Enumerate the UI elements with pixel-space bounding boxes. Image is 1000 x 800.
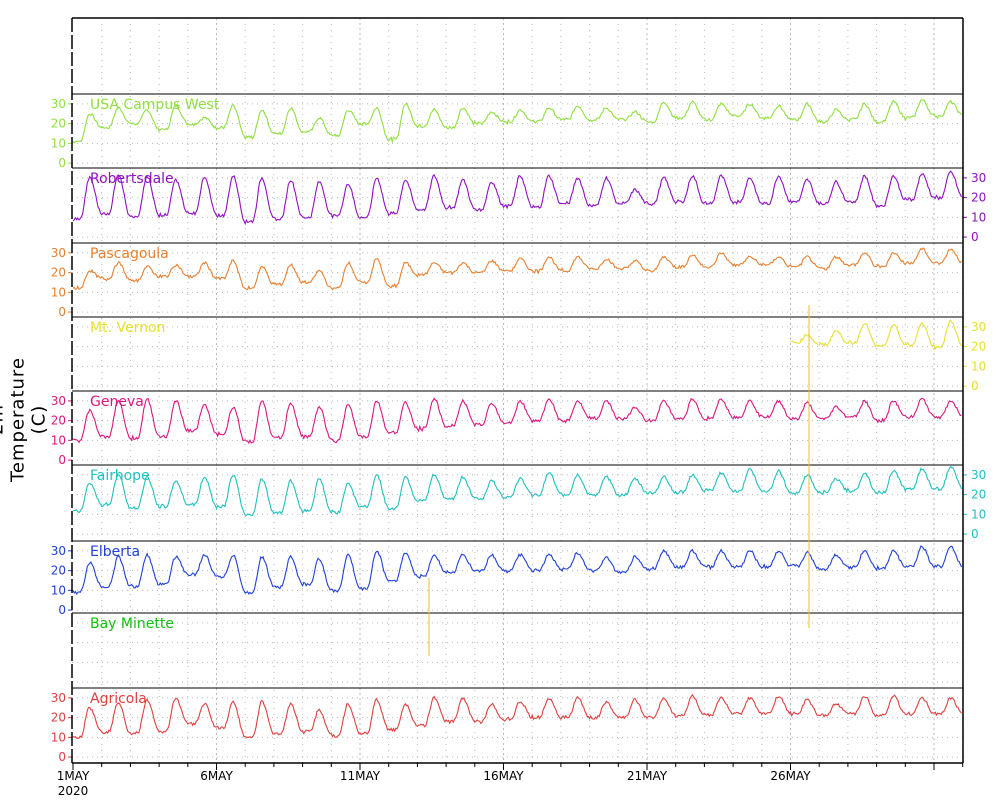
series-label: Mt. Vernon <box>90 320 165 336</box>
y-tick-label: 20 <box>971 488 986 502</box>
y-tick-label: 0 <box>971 379 979 393</box>
y-tick-label: 30 <box>971 468 986 482</box>
panel-1: 0 10 20 30 Robertsdale <box>72 167 986 244</box>
spikes <box>428 305 810 656</box>
y-tick-label: 10 <box>51 285 66 299</box>
y-tick-label: 10 <box>971 507 986 521</box>
panel-3: 0 10 20 30 Mt. Vernon <box>72 316 986 393</box>
series-label: Elberta <box>90 544 140 560</box>
y-tick-label: 0 <box>58 305 66 319</box>
y-tick-label: 30 <box>51 544 66 558</box>
y-tick-label: 10 <box>51 583 66 597</box>
panel-4: 0 10 20 30 Geneva <box>51 390 963 467</box>
series-line <box>72 99 962 144</box>
x-tick-label: 21MAY <box>627 769 668 783</box>
x-tick-label: 6MAY <box>200 769 233 783</box>
series-line <box>72 170 962 226</box>
series-label: USA Campus West <box>90 97 220 113</box>
y-tick-label: 30 <box>51 97 66 111</box>
series-label: Robertsdale <box>90 171 174 187</box>
y-tick-label: 30 <box>51 691 66 705</box>
y-tick-label: 20 <box>51 564 66 578</box>
y-tick-label: 0 <box>58 156 66 170</box>
y-tick-label: 20 <box>971 191 986 205</box>
x-year-label: 2020 <box>58 784 89 798</box>
y-tick-label: 20 <box>51 266 66 280</box>
panel-8: 0 10 20 30 Agricola <box>51 687 963 764</box>
panel-2: 0 10 20 30 Pascagoula <box>51 242 963 319</box>
x-tick-label: 16MAY <box>483 769 524 783</box>
y-tick-label: 20 <box>971 340 986 354</box>
series-line <box>72 465 963 517</box>
x-tick-label: 1MAY <box>57 769 90 783</box>
y-tick-label: 0 <box>58 453 66 467</box>
x-axis: 1MAY 6MAY 11MAY 16MAY 21MAY 26MAY 2020 <box>57 763 964 798</box>
y-tick-label: 20 <box>51 414 66 428</box>
series-label: Pascagoula <box>90 246 169 262</box>
series-line <box>72 397 962 445</box>
y-tick-label: 20 <box>51 711 66 725</box>
y-tick-label: 20 <box>51 117 66 131</box>
panel-6: 0 10 20 30 Elberta <box>51 540 963 617</box>
series-label: Bay Minette <box>90 616 174 632</box>
y-tick-label: 0 <box>971 230 979 244</box>
x-tick-label: 26MAY <box>770 769 811 783</box>
y-tick-label: 30 <box>51 394 66 408</box>
y-tick-label: 10 <box>971 359 986 373</box>
series-line <box>790 319 962 351</box>
y-axis-title: 2m Temperature (C) <box>0 356 50 483</box>
y-tick-label: 0 <box>58 750 66 764</box>
series-line <box>72 693 962 739</box>
y-tick-label: 30 <box>971 320 986 334</box>
y-tick-label: 30 <box>51 246 66 260</box>
series-line <box>72 545 963 596</box>
series-label: Geneva <box>90 394 144 410</box>
y-tick-label: 10 <box>51 730 66 744</box>
y-tick-label: 30 <box>971 171 986 185</box>
series-label: Agricola <box>90 691 147 707</box>
panel-7: Bay Minette <box>72 612 963 683</box>
panel-0: 0 10 20 30 USA Campus West <box>51 93 963 170</box>
x-tick-label: 11MAY <box>340 769 381 783</box>
y-tick-label: 0 <box>971 527 979 541</box>
y-tick-label: 10 <box>51 136 66 150</box>
y-tick-label: 10 <box>971 210 986 224</box>
series-line <box>72 247 962 291</box>
y-tick-label: 10 <box>51 433 66 447</box>
y-tick-label: 0 <box>58 603 66 617</box>
